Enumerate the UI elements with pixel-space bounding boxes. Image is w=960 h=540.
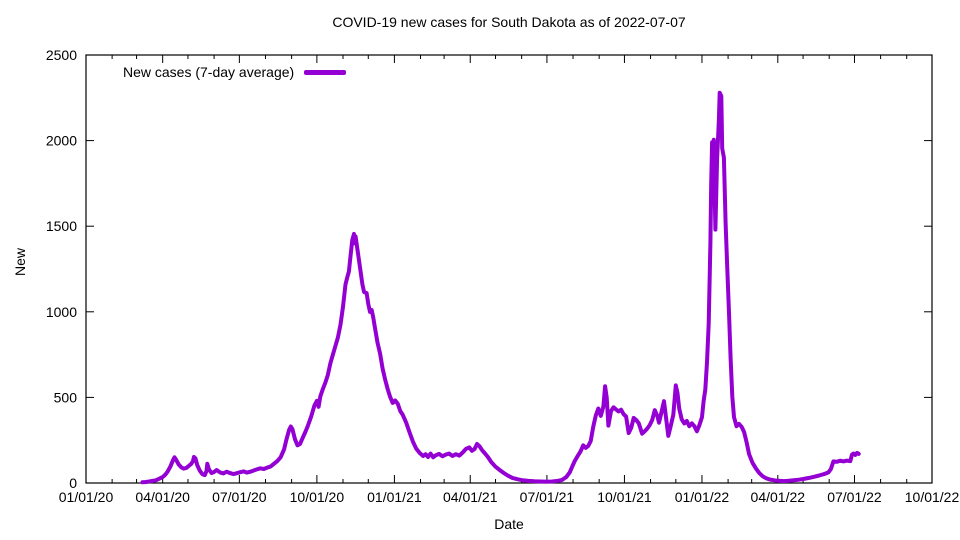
x-tick-label: 07/01/20 bbox=[212, 489, 267, 505]
y-tick-label: 2000 bbox=[46, 133, 77, 149]
legend-label: New cases (7-day average) bbox=[123, 64, 295, 80]
x-tick-label: 04/01/20 bbox=[135, 489, 190, 505]
legend: New cases (7-day average) bbox=[123, 63, 347, 81]
legend-line-sample bbox=[304, 69, 347, 75]
y-tick-label: 500 bbox=[54, 389, 78, 405]
plot-border bbox=[85, 54, 933, 484]
x-tick-label: 01/01/22 bbox=[675, 489, 730, 505]
y-tick-label: 0 bbox=[69, 475, 77, 491]
x-tick-label: 10/01/22 bbox=[905, 489, 960, 505]
x-tick-label: 07/01/22 bbox=[827, 489, 882, 505]
x-tick-label: 04/01/21 bbox=[443, 489, 498, 505]
x-tick-label: 01/01/21 bbox=[367, 489, 422, 505]
y-tick-label: 2500 bbox=[46, 47, 77, 63]
x-tick-label: 07/01/21 bbox=[520, 489, 575, 505]
x-axis-label: Date bbox=[494, 516, 524, 532]
x-tick-label: 01/01/20 bbox=[59, 489, 114, 505]
x-tick-label: 10/01/21 bbox=[597, 489, 652, 505]
cases-line bbox=[140, 90, 861, 485]
x-tick-label: 04/01/22 bbox=[751, 489, 806, 505]
chart-title: COVID-19 new cases for South Dakota as o… bbox=[332, 14, 686, 30]
y-tick-label: 1000 bbox=[46, 304, 77, 320]
x-tick-label: 10/01/20 bbox=[290, 489, 345, 505]
y-tick-label: 1500 bbox=[46, 218, 77, 234]
